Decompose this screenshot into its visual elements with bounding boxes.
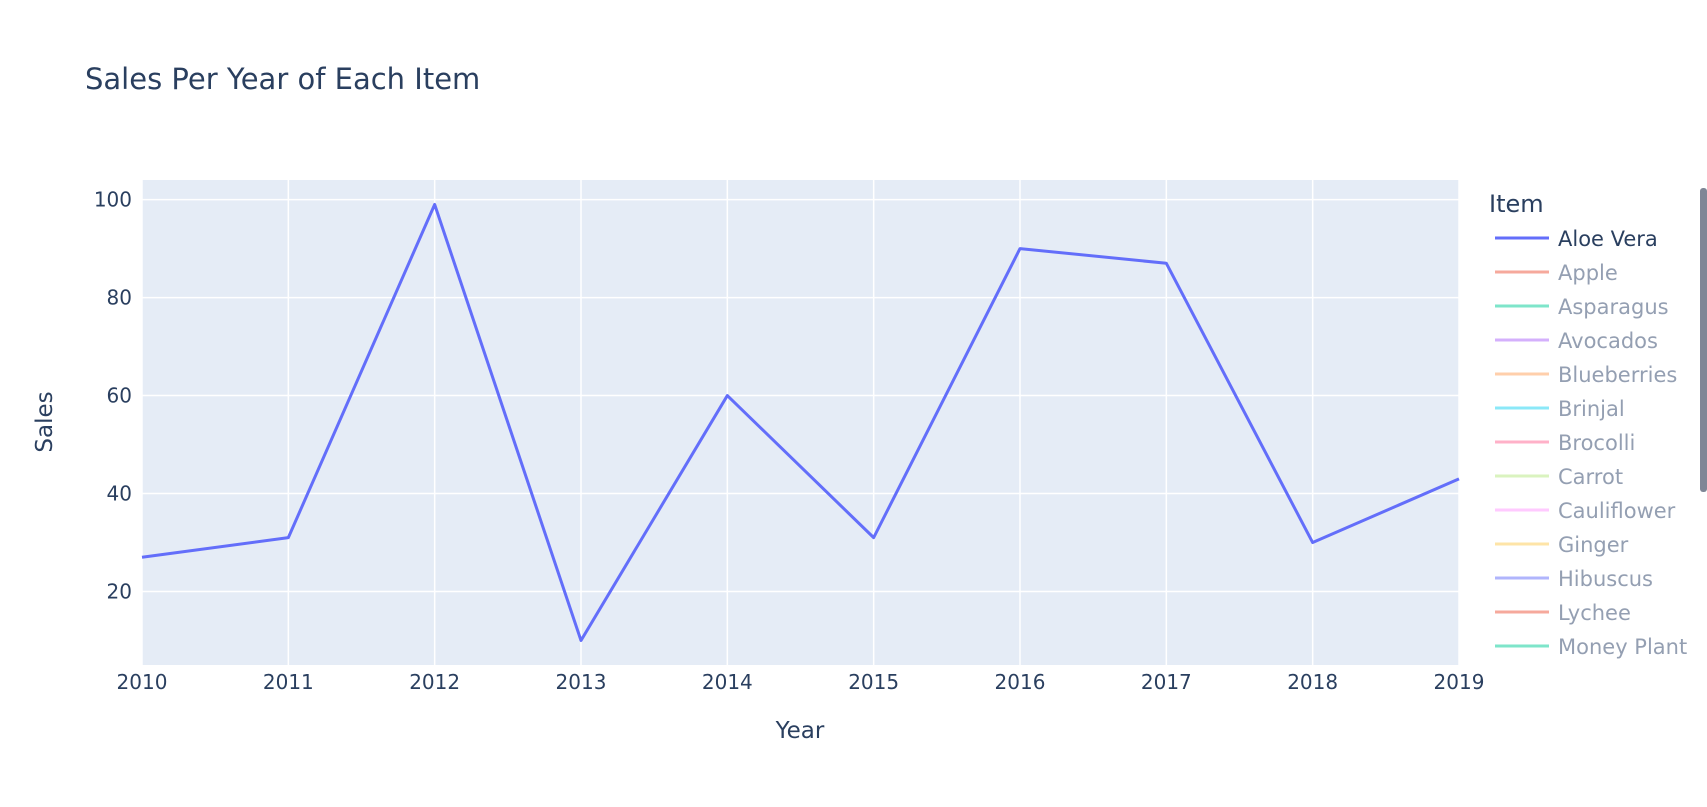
x-tick-label: 2019 xyxy=(1434,670,1485,694)
x-tick-label: 2010 xyxy=(117,670,168,694)
y-tick-label: 100 xyxy=(94,188,132,212)
legend-label: Apple xyxy=(1558,261,1618,285)
legend-item-avocados[interactable]: Avocados xyxy=(1495,329,1658,353)
legend-item-carrot[interactable]: Carrot xyxy=(1495,465,1623,489)
legend-label: Aloe Vera xyxy=(1558,227,1658,251)
x-tick-label: 2011 xyxy=(263,670,314,694)
x-tick-label: 2018 xyxy=(1287,670,1338,694)
legend-item-lychee[interactable]: Lychee xyxy=(1495,601,1631,625)
legend: Item Aloe Vera Apple Asparagus Avocados Blue… xyxy=(1489,190,1687,659)
legend-item-apple[interactable]: Apple xyxy=(1495,261,1618,285)
x-tick-label: 2013 xyxy=(556,670,607,694)
legend-label: Carrot xyxy=(1558,465,1623,489)
legend-label: Brocolli xyxy=(1558,431,1635,455)
grid-lines xyxy=(141,180,1460,665)
series-line-aloe-vera xyxy=(141,202,1460,643)
plot-area xyxy=(142,180,1459,665)
legend-scrollbar[interactable] xyxy=(1700,188,1707,492)
legend-label: Money Plant xyxy=(1558,635,1687,659)
legend-label: Lychee xyxy=(1558,601,1631,625)
series-layer xyxy=(141,202,1460,643)
legend-item-ginger[interactable]: Ginger xyxy=(1495,533,1629,557)
x-axis-title: Year xyxy=(775,718,825,744)
legend-item-money-plant[interactable]: Money Plant xyxy=(1495,635,1687,659)
legend-item-aloe-vera[interactable]: Aloe Vera xyxy=(1495,227,1658,251)
legend-label: Blueberries xyxy=(1558,363,1677,387)
legend-item-hibuscus[interactable]: Hibuscus xyxy=(1495,567,1653,591)
x-tick-label: 2017 xyxy=(1141,670,1192,694)
legend-label: Brinjal xyxy=(1558,397,1625,421)
y-tick-label: 40 xyxy=(107,482,132,506)
legend-item-brocolli[interactable]: Brocolli xyxy=(1495,431,1635,455)
x-tick-label: 2012 xyxy=(409,670,460,694)
x-tick-label: 2014 xyxy=(702,670,753,694)
y-tick-label: 60 xyxy=(107,384,132,408)
legend-label: Cauliflower xyxy=(1558,499,1676,523)
legend-label: Avocados xyxy=(1558,329,1658,353)
y-tick-label: 20 xyxy=(107,580,132,604)
x-tick-label: 2015 xyxy=(848,670,899,694)
x-tick-labels: 2010 2011 2012 2013 2014 2015 2016 2017 2018 2019 xyxy=(117,670,1485,694)
legend-label: Ginger xyxy=(1558,533,1629,557)
legend-item-cauliflower[interactable]: Cauliflower xyxy=(1495,499,1676,523)
legend-label: Hibuscus xyxy=(1558,567,1653,591)
legend-title: Item xyxy=(1489,190,1544,218)
legend-item-asparagus[interactable]: Asparagus xyxy=(1495,295,1669,319)
legend-label: Asparagus xyxy=(1558,295,1669,319)
y-tick-label: 80 xyxy=(107,286,132,310)
y-axis-title: Sales xyxy=(32,391,58,452)
chart-title: Sales Per Year of Each Item xyxy=(85,62,480,96)
x-tick-label: 2016 xyxy=(995,670,1046,694)
y-tick-labels: 20 40 60 80 100 xyxy=(94,188,132,604)
legend-item-blueberries[interactable]: Blueberries xyxy=(1495,363,1677,387)
legend-item-brinjal[interactable]: Brinjal xyxy=(1495,397,1625,421)
